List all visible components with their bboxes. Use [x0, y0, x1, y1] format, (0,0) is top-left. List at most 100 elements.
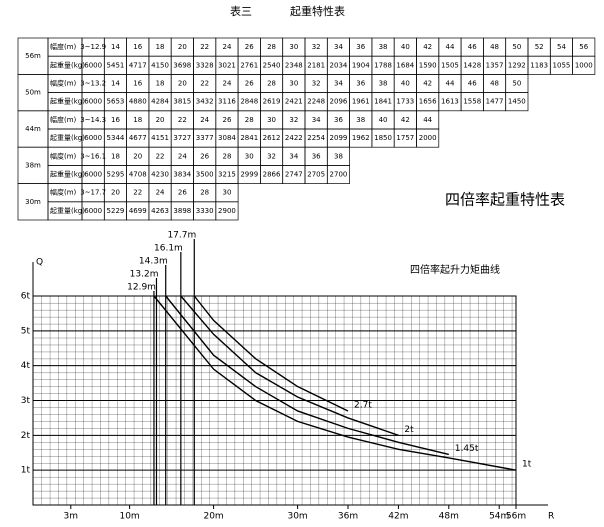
curve-label: 2.7t [354, 400, 372, 410]
cell-text: 4150 [151, 61, 169, 69]
cell-text: 3084 [218, 134, 236, 142]
cell-text: 34 [334, 43, 343, 51]
cell-text: 3116 [218, 98, 236, 106]
group-label: 56m [25, 52, 41, 60]
curve-label: 1.45t [455, 444, 479, 454]
x-tick-label: 36m [338, 512, 358, 522]
cell-text: 5653 [107, 98, 125, 106]
row-header: 幅度(m) [50, 151, 77, 160]
cell-text: 20 [133, 152, 142, 160]
cell-text: 1000 [575, 61, 593, 69]
cell-text: 1684 [396, 61, 414, 69]
cell-text: 42 [423, 80, 432, 88]
cell-text: 28 [222, 152, 231, 160]
cell-text: 40 [401, 80, 410, 88]
x-tick-label: 42m [388, 512, 408, 522]
table-cell [505, 92, 529, 112]
chart-title: 四倍率起升力矩曲线 [410, 263, 500, 276]
cell-text: 3898 [173, 207, 191, 215]
cell-text: 3377 [196, 134, 214, 142]
cell-text: 48 [490, 80, 499, 88]
cell-text: 1292 [508, 61, 526, 69]
table-cell [326, 165, 350, 184]
cell-text: 3~17.7 [80, 189, 106, 197]
cell-text: 36 [356, 80, 365, 88]
cell-text: 3834 [173, 171, 191, 179]
cell-text: 2700 [330, 171, 348, 179]
cell-text: 2422 [285, 134, 303, 142]
cell-text: 1850 [374, 134, 392, 142]
cell-text: 6000 [84, 134, 102, 142]
x-tick-label: 48m [439, 512, 459, 522]
cell-text: 2034 [330, 61, 348, 69]
cell-text: 52 [535, 43, 544, 51]
cell-text: 24 [156, 189, 165, 197]
y-tick-label: 5t [21, 326, 31, 336]
marker-label: 17.7m [167, 231, 196, 241]
table-cell [215, 201, 239, 221]
cell-text: 2540 [263, 61, 281, 69]
cell-text: 18 [133, 116, 142, 124]
cell-text: 6000 [84, 171, 102, 179]
group-label: 44m [25, 125, 41, 133]
cell-text: 2099 [330, 134, 348, 142]
cell-text: 16 [111, 116, 120, 124]
cell-text: 42 [423, 43, 432, 51]
cell-text: 2747 [285, 171, 303, 179]
cell-text: 42 [401, 116, 410, 124]
title-right: 起重特性表 [290, 4, 345, 18]
cell-text: 54 [557, 43, 566, 51]
cell-text: 3727 [173, 134, 191, 142]
group-label: 50m [25, 89, 41, 97]
cell-text: 30 [245, 152, 254, 160]
cell-text: 30 [267, 116, 276, 124]
cell-text: 2096 [330, 98, 348, 106]
cell-text: 26 [222, 116, 231, 124]
cell-text: 22 [200, 80, 209, 88]
cell-text: 4284 [151, 98, 169, 106]
cell-text: 6000 [84, 98, 102, 106]
y-tick-label: 4t [21, 361, 31, 371]
cell-text: 2848 [240, 98, 258, 106]
cell-text: 20 [178, 43, 187, 51]
cell-text: 3~13.2 [80, 80, 106, 88]
cell-text: 46 [468, 80, 477, 88]
cell-text: 3328 [196, 61, 214, 69]
cell-text: 6000 [84, 207, 102, 215]
cell-text: 2999 [240, 171, 258, 179]
cell-text: 5451 [107, 61, 125, 69]
cell-text: 3~12.9 [80, 43, 106, 51]
group-label: 30m [25, 198, 41, 206]
y-tick-label: 3t [21, 396, 31, 406]
cell-text: 28 [267, 80, 276, 88]
row-header: 起重量(kg) [50, 207, 85, 215]
x-tick-label: 56m [506, 512, 526, 522]
cell-text: 56 [579, 43, 588, 51]
cell-text: 20 [111, 189, 120, 197]
cell-text: 2619 [263, 98, 281, 106]
cell-text: 3~14.3 [80, 116, 106, 124]
marker-label: 16.1m [154, 244, 183, 254]
y-axis-label: Q [36, 258, 43, 268]
cell-text: 18 [111, 152, 120, 160]
cell-text: 3815 [173, 98, 191, 106]
cell-text: 3432 [196, 98, 214, 106]
cell-text: 18 [156, 43, 165, 51]
x-tick-label: 30m [287, 512, 307, 522]
cell-text: 1450 [508, 98, 526, 106]
curve [180, 295, 399, 436]
cell-text: 3~16.1 [80, 152, 106, 160]
cell-text: 22 [133, 189, 142, 197]
title-left: 表三 [230, 4, 252, 18]
cell-text: 32 [289, 116, 298, 124]
row-header: 起重量(kg) [50, 171, 85, 179]
cell-text: 4677 [129, 134, 147, 142]
marker-label: 13.2m [130, 270, 159, 280]
x-tick-label: 3m [64, 512, 79, 522]
cell-text: 1183 [530, 61, 548, 69]
cell-text: 36 [356, 43, 365, 51]
cell-text: 34 [289, 152, 298, 160]
row-header: 幅度(m) [50, 188, 77, 197]
cell-text: 1733 [396, 98, 414, 106]
cell-text: 3330 [196, 207, 214, 215]
